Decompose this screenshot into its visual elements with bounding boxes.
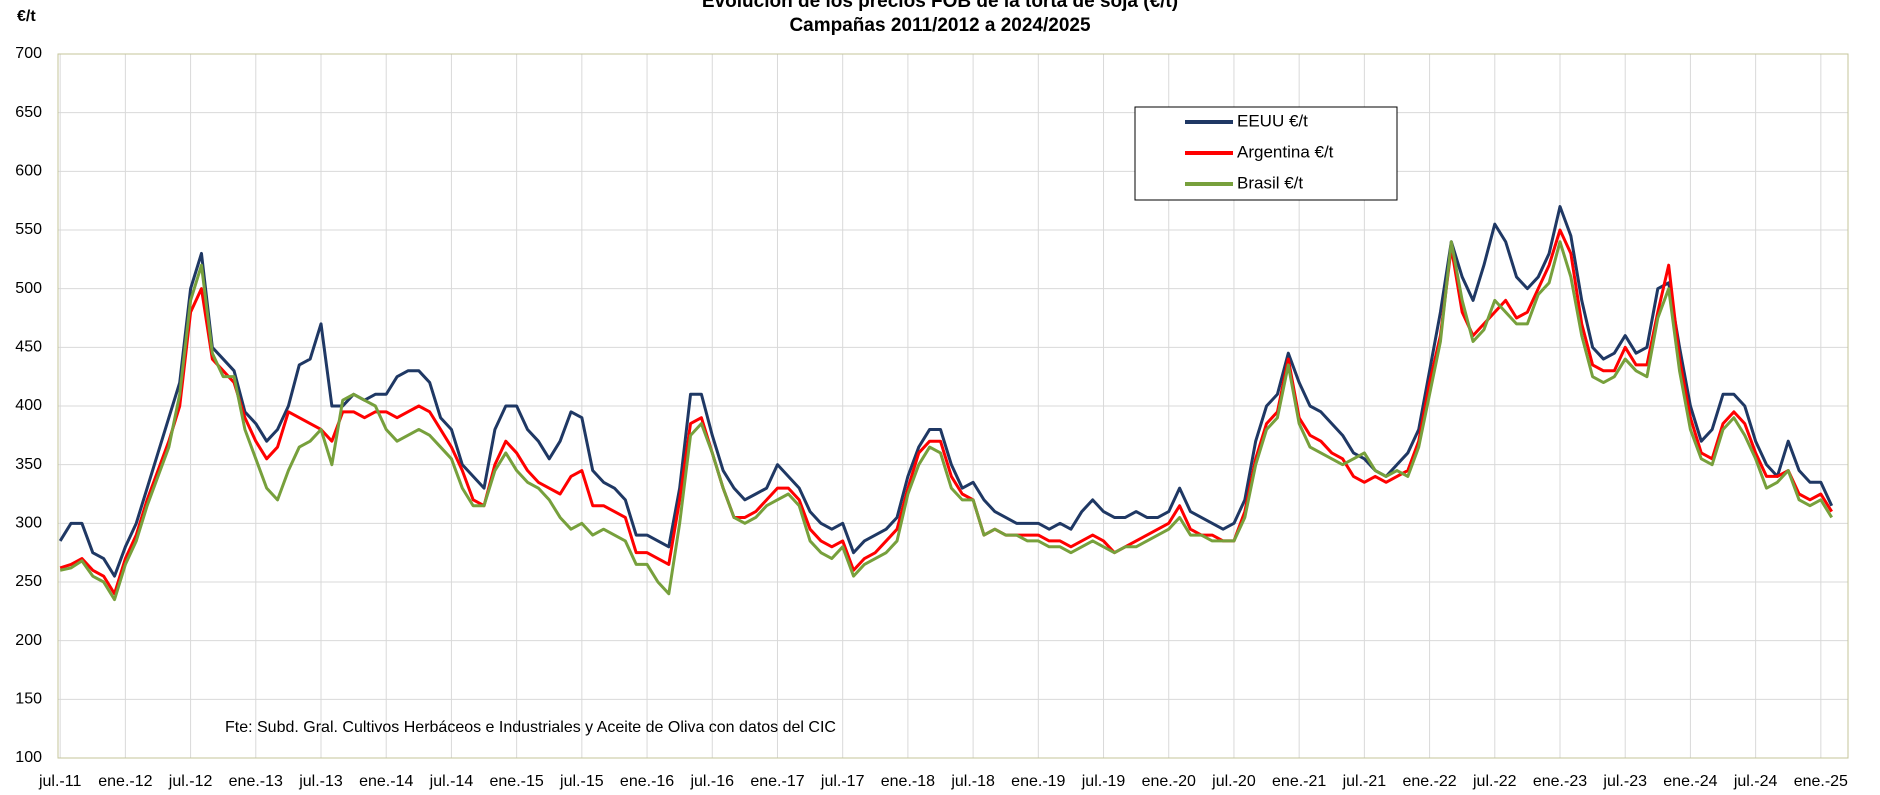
y-tick-label: 200 [15, 632, 42, 649]
x-tick-label: ene.-16 [620, 773, 674, 790]
legend-label: Argentina €/t [1237, 142, 1334, 161]
plot-border [57, 53, 1849, 759]
chart-subtitle: Campañas 2011/2012 a 2024/2025 [789, 15, 1091, 36]
y-tick-label: 350 [15, 456, 42, 473]
x-tick-label: ene.-14 [359, 773, 413, 790]
x-tick-label: jul.-22 [1472, 773, 1517, 790]
x-tick-label: jul.-13 [298, 773, 343, 790]
x-tick-label: jul.-19 [1081, 773, 1126, 790]
y-tick-label: 650 [15, 104, 42, 121]
x-tick-label: jul.-17 [820, 773, 865, 790]
x-tick-label: jul.-23 [1602, 773, 1647, 790]
y-tick-label: 450 [15, 339, 42, 356]
y-tick-label: 250 [15, 573, 42, 590]
legend-label: EEUU €/t [1237, 111, 1308, 130]
y-tick-label: 600 [15, 163, 42, 180]
x-tick-label: ene.-12 [98, 773, 152, 790]
x-tick-label: jul.-21 [1342, 773, 1387, 790]
x-tick-label: jul.-15 [559, 773, 604, 790]
x-tick-label: ene.-18 [881, 773, 935, 790]
x-tick-label: jul.-12 [168, 773, 213, 790]
x-tick-label: ene.-15 [490, 773, 544, 790]
y-tick-label: 150 [15, 691, 42, 708]
y-tick-label: 300 [15, 515, 42, 532]
x-tick-label: ene.-23 [1533, 773, 1587, 790]
x-tick-label: jul.-11 [38, 773, 81, 790]
chart-title: Evolución de los precios FOB de la torta… [702, 0, 1178, 12]
x-tick-label: jul.-24 [1733, 773, 1778, 790]
x-tick-label: jul.-18 [950, 773, 995, 790]
x-tick-label: ene.-25 [1794, 773, 1848, 790]
x-tick-label: ene.-20 [1142, 773, 1196, 790]
x-tick-label: ene.-19 [1011, 773, 1065, 790]
x-tick-label: jul.-16 [689, 773, 734, 790]
legend-label: Brasil €/t [1237, 173, 1303, 192]
line-series [59, 228, 1833, 596]
y-tick-label: 550 [15, 221, 42, 238]
annotation: Fte: Subd. Gral. Cultivos Herbáceos e In… [225, 719, 836, 736]
x-tick-label: ene.-21 [1272, 773, 1326, 790]
x-tick-label: ene.-17 [750, 773, 804, 790]
y-tick-label: 500 [15, 280, 42, 297]
x-tick-label: ene.-13 [229, 773, 283, 790]
y-tick-label: 100 [15, 749, 42, 766]
legend-box [1134, 106, 1398, 201]
x-tick-label: ene.-22 [1402, 773, 1456, 790]
y-axis-label: €/t [17, 8, 36, 25]
line-series [59, 240, 1833, 602]
y-tick-label: 700 [15, 45, 42, 62]
x-tick-label: ene.-24 [1663, 773, 1717, 790]
x-tick-label: jul.-20 [1211, 773, 1256, 790]
x-tick-label: jul.-14 [429, 773, 474, 790]
y-tick-label: 400 [15, 397, 42, 414]
